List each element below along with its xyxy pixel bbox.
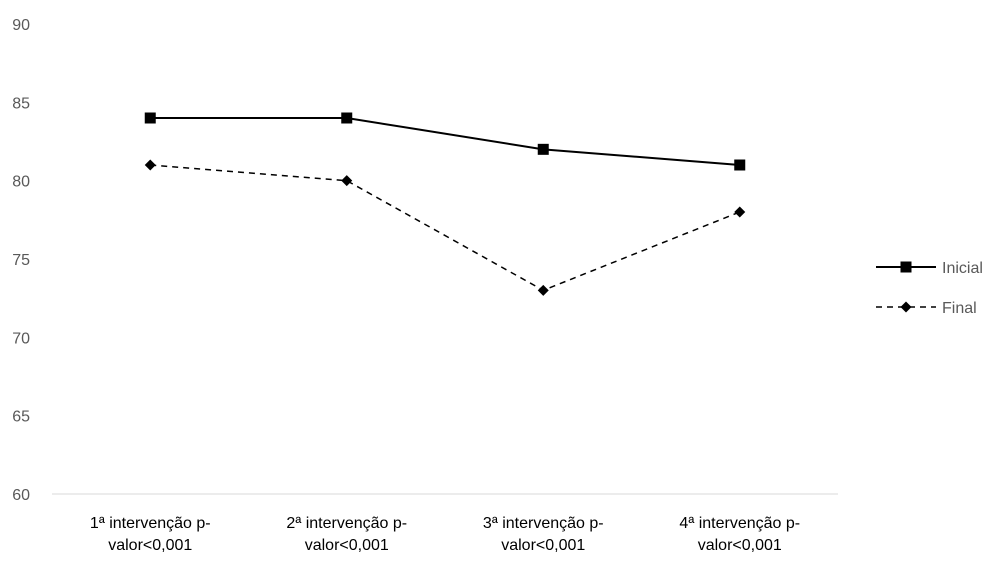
y-tick-label: 60 — [12, 487, 30, 504]
legend: Inicial Final — [876, 260, 983, 317]
series-final — [144, 159, 746, 296]
data-point — [341, 112, 353, 124]
x-category-label: 1ª intervenção p- — [90, 515, 211, 532]
legend-marker — [900, 261, 912, 273]
legend-label: Inicial — [942, 260, 983, 277]
series-line — [150, 164, 741, 292]
series-line — [150, 117, 740, 166]
legend-item-final: Final — [876, 300, 977, 317]
x-category-label: valor<0,001 — [108, 537, 192, 554]
y-axis-tick-labels: 60 65 70 75 80 85 90 — [12, 17, 30, 504]
legend-label: Final — [942, 300, 977, 317]
y-tick-label: 80 — [12, 174, 30, 191]
y-tick-label: 65 — [12, 409, 30, 426]
data-point — [734, 206, 746, 218]
data-point — [537, 143, 549, 155]
x-category-label: valor<0,001 — [501, 537, 585, 554]
x-category-label: 2ª intervenção p- — [286, 515, 407, 532]
x-axis-category-labels: 1ª intervenção p-valor<0,001 2ª intervenç… — [90, 515, 800, 554]
x-category-label: valor<0,001 — [305, 537, 389, 554]
series-layer — [144, 112, 746, 296]
data-point — [144, 159, 156, 171]
y-tick-label: 70 — [12, 330, 30, 347]
data-point — [537, 284, 549, 296]
x-category-label: 3ª intervenção p- — [483, 515, 604, 532]
data-point — [341, 175, 353, 187]
x-category-label: valor<0,001 — [698, 537, 782, 554]
data-point — [734, 159, 746, 171]
series-inicial — [144, 112, 746, 171]
y-tick-label: 90 — [12, 17, 30, 34]
data-point — [144, 112, 156, 124]
x-category-label: 4ª intervenção p- — [679, 515, 800, 532]
legend-item-inicial: Inicial — [876, 260, 983, 277]
y-tick-label: 85 — [12, 95, 30, 112]
legend-marker — [900, 301, 912, 313]
y-tick-label: 75 — [12, 252, 30, 269]
